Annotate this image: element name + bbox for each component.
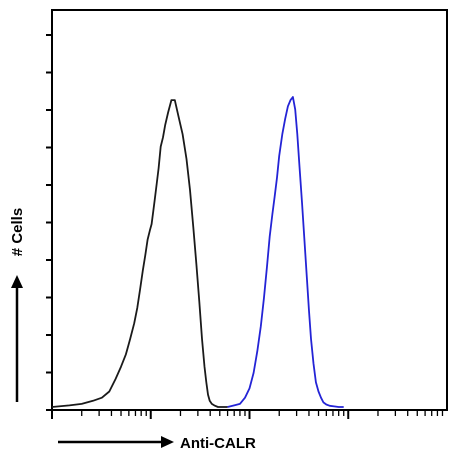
x-axis-label: Anti-CALR bbox=[180, 435, 256, 452]
x-axis-arrow-head bbox=[161, 436, 174, 448]
y-axis-arrow-head bbox=[11, 275, 23, 288]
x-axis-ticks bbox=[51, 410, 444, 419]
series-line-control bbox=[51, 99, 228, 408]
y-axis-ticks bbox=[46, 34, 52, 411]
y-axis-label: # Cells bbox=[9, 208, 26, 256]
plot-frame bbox=[51, 9, 448, 411]
series-layer bbox=[51, 96, 344, 408]
series-line-anti-calr bbox=[227, 96, 344, 408]
